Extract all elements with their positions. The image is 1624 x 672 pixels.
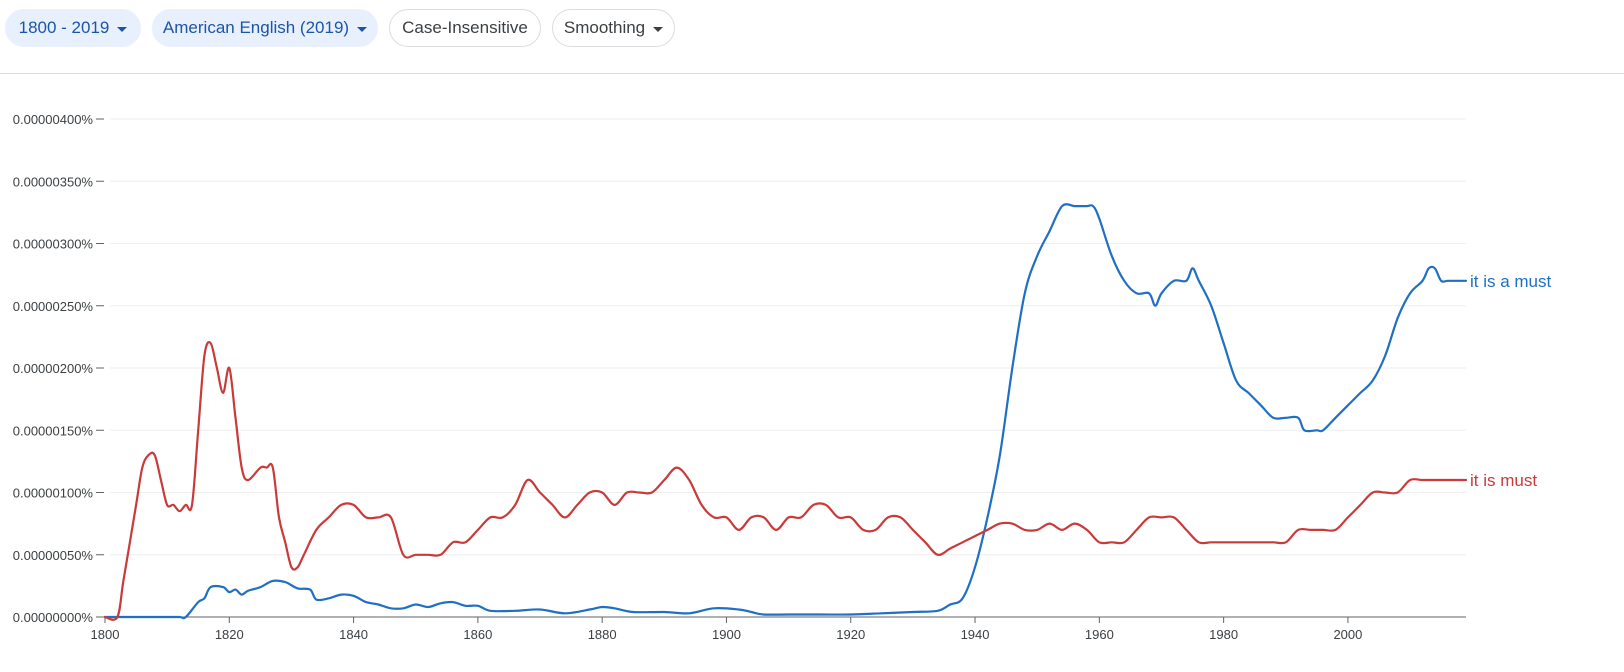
series-line-it-is-must[interactable]: [103, 341, 1468, 621]
x-tick-label: 1920: [836, 627, 865, 642]
y-tick-label: 0.00000400%: [13, 112, 94, 127]
grid-lines: [110, 118, 1466, 556]
y-tick-label: 0.00000250%: [13, 299, 94, 314]
year-range-label: 1800 - 2019: [18, 18, 110, 37]
x-tick-label: 1860: [463, 627, 492, 642]
chevron-down-icon: [653, 26, 664, 32]
x-tick-label: 1980: [1209, 627, 1238, 642]
smoothing-label: Smoothing: [563, 18, 646, 37]
y-tick-label: 0.00000200%: [13, 361, 94, 376]
y-tick-label: 0.00000300%: [13, 237, 94, 252]
series-label-it-is-a-must[interactable]: it is a must: [1470, 272, 1552, 291]
chevron-down-icon: [117, 26, 128, 32]
y-tick-label: 0.00000150%: [13, 423, 94, 438]
corpus-dropdown[interactable]: American English (2019): [152, 9, 378, 47]
case-label: Case-Insensitive: [402, 18, 528, 37]
series-lines: [103, 203, 1468, 621]
x-tick-label: 2000: [1333, 627, 1362, 642]
series-label-it-is-must[interactable]: it is must: [1470, 471, 1537, 490]
chevron-down-icon: [357, 26, 368, 32]
x-tick-label: 1840: [339, 627, 368, 642]
smoothing-dropdown[interactable]: Smoothing: [552, 9, 675, 47]
case-insensitive-toggle[interactable]: Case-Insensitive: [389, 9, 541, 47]
x-tick-label: 1960: [1085, 627, 1114, 642]
corpus-label: American English (2019): [162, 18, 350, 37]
y-tick-label: 0.00000350%: [13, 174, 94, 189]
x-tick-label: 1880: [588, 627, 617, 642]
y-tick-label: 0.00000000%: [13, 610, 94, 625]
x-tick-label: 1800: [91, 627, 120, 642]
y-axis: 0.00000000% 0.00000050% 0.00000100% 0.00000…: [13, 112, 104, 625]
x-tick-label: 1900: [712, 627, 741, 642]
series-labels: it is a must it is must: [1470, 272, 1552, 490]
x-tick-label: 1820: [215, 627, 244, 642]
ngram-line-chart: 0.00000000% 0.00000050% 0.00000100% 0.00000…: [13, 112, 1552, 642]
toolbar: 1800 - 2019 American English (2019) Case…: [0, 0, 1624, 74]
series-line-it-is-a-must[interactable]: [103, 203, 1468, 620]
y-tick-label: 0.00000050%: [13, 548, 94, 563]
x-tick-label: 1940: [961, 627, 990, 642]
x-axis: 1800 1820 1840 1860 1880 1900 1920 1940 1960 1980…: [91, 616, 1466, 642]
year-range-dropdown[interactable]: 1800 - 2019: [5, 9, 141, 47]
y-tick-label: 0.00000100%: [13, 486, 94, 501]
